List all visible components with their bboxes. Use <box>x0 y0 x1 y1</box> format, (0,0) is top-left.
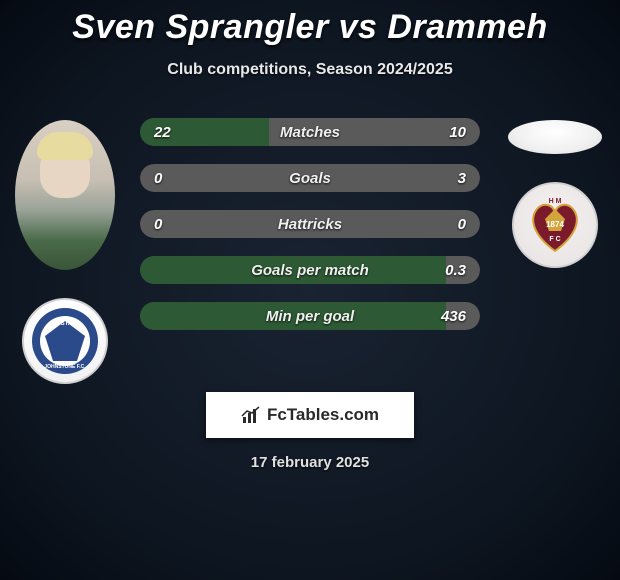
stats-container: 22Matches100Goals30Hattricks0Goals per m… <box>140 118 480 330</box>
stat-row: 22Matches10 <box>140 118 480 146</box>
st-johnstone-crest-icon: ST. JOHNSTONE F.C. <box>30 306 100 376</box>
right-player-avatar <box>508 120 602 154</box>
left-player-avatar <box>15 120 115 270</box>
stat-row: Goals per match0.3 <box>140 256 480 284</box>
stat-right-value: 10 <box>449 124 466 141</box>
chart-icon <box>241 405 261 425</box>
hearts-crest-icon: 1874 H M F C <box>523 193 587 257</box>
left-club-crest: ST. JOHNSTONE F.C. <box>22 298 108 384</box>
svg-text:JOHNSTONE F.C.: JOHNSTONE F.C. <box>44 364 86 370</box>
svg-text:F C: F C <box>549 236 560 243</box>
stat-label: Min per goal <box>140 308 480 325</box>
watermark-text: FcTables.com <box>267 405 379 425</box>
svg-text:ST.: ST. <box>61 321 70 327</box>
svg-text:1874: 1874 <box>546 220 564 229</box>
stat-row: 0Goals3 <box>140 164 480 192</box>
stat-label: Goals per match <box>140 262 480 279</box>
stat-row: Min per goal436 <box>140 302 480 330</box>
date-label: 17 february 2025 <box>0 454 620 471</box>
stat-row: 0Hattricks0 <box>140 210 480 238</box>
right-player-column: 1874 H M F C <box>500 120 610 268</box>
stat-label: Hattricks <box>140 216 480 233</box>
stat-right-value: 0.3 <box>445 262 466 279</box>
right-club-crest: 1874 H M F C <box>512 182 598 268</box>
left-player-column: ST. JOHNSTONE F.C. <box>10 120 120 384</box>
svg-text:H M: H M <box>549 198 562 205</box>
page-title: Sven Sprangler vs Drammeh <box>0 0 620 47</box>
stat-right-value: 436 <box>441 308 466 325</box>
watermark: FcTables.com <box>206 392 414 438</box>
stat-label: Goals <box>140 170 480 187</box>
page-subtitle: Club competitions, Season 2024/2025 <box>0 61 620 79</box>
stat-label: Matches <box>140 124 480 141</box>
stat-right-value: 3 <box>458 170 466 187</box>
stat-right-value: 0 <box>458 216 466 233</box>
